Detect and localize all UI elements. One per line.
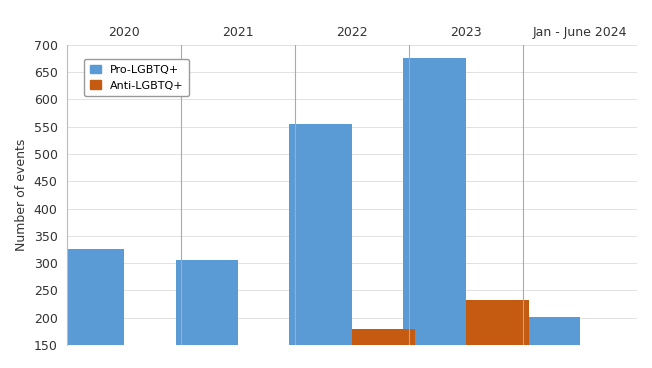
Bar: [175, 261, 238, 368]
Bar: [517, 316, 580, 368]
Y-axis label: Number of events: Number of events: [15, 139, 28, 251]
Bar: [61, 250, 125, 368]
Bar: [289, 124, 352, 368]
Bar: [352, 329, 415, 368]
Bar: [404, 59, 466, 368]
Legend: Pro-LGBTQ+, Anti-LGBTQ+: Pro-LGBTQ+, Anti-LGBTQ+: [84, 59, 189, 96]
Text: Jan - June 2024: Jan - June 2024: [533, 26, 627, 39]
Bar: [466, 300, 529, 368]
Text: 2021: 2021: [222, 26, 254, 39]
Text: 2023: 2023: [451, 26, 482, 39]
Text: 2022: 2022: [336, 26, 368, 39]
Text: 2020: 2020: [108, 26, 140, 39]
